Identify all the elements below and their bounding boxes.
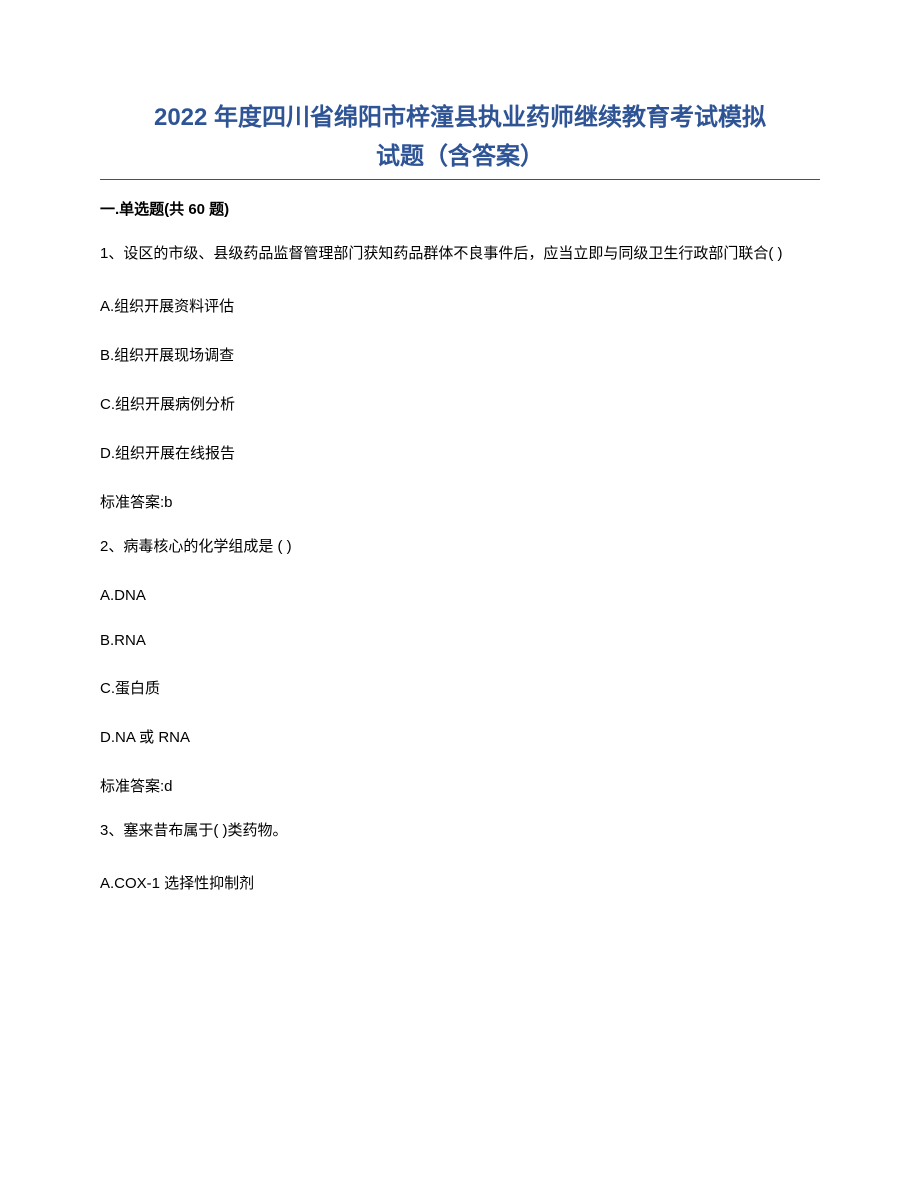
question-2-answer: 标准答案:d bbox=[100, 775, 820, 796]
question-1-option-d: D.组织开展在线报告 bbox=[100, 442, 820, 463]
title-divider bbox=[100, 179, 820, 180]
question-2-option-d: D.NA 或 RNA bbox=[100, 726, 820, 747]
question-2-text: 2、病毒核心的化学组成是 ( ) bbox=[100, 534, 820, 560]
document-title-line2: 试题（含答案） bbox=[100, 136, 820, 171]
section-header: 一.单选题(共 60 题) bbox=[100, 198, 820, 219]
question-block-2: 2、病毒核心的化学组成是 ( ) A.DNA B.RNA C.蛋白质 D.NA … bbox=[100, 534, 820, 797]
question-1-answer: 标准答案:b bbox=[100, 491, 820, 512]
question-1-option-a: A.组织开展资料评估 bbox=[100, 295, 820, 316]
question-1-text: 1、设区的市级、县级药品监督管理部门获知药品群体不良事件后，应当立即与同级卫生行… bbox=[100, 241, 820, 267]
question-1-option-c: C.组织开展病例分析 bbox=[100, 393, 820, 414]
document-title-line1: 2022 年度四川省绵阳市梓潼县执业药师继续教育考试模拟 bbox=[100, 100, 820, 136]
question-3-option-a: A.COX-1 选择性抑制剂 bbox=[100, 872, 820, 893]
question-2-option-c: C.蛋白质 bbox=[100, 677, 820, 698]
question-block-1: 1、设区的市级、县级药品监督管理部门获知药品群体不良事件后，应当立即与同级卫生行… bbox=[100, 241, 820, 512]
question-block-3: 3、塞来昔布属于( )类药物。 A.COX-1 选择性抑制剂 bbox=[100, 818, 820, 893]
question-2-option-b: B.RNA bbox=[100, 632, 820, 649]
question-1-option-b: B.组织开展现场调查 bbox=[100, 344, 820, 365]
question-3-text: 3、塞来昔布属于( )类药物。 bbox=[100, 818, 820, 844]
question-2-option-a: A.DNA bbox=[100, 587, 820, 604]
